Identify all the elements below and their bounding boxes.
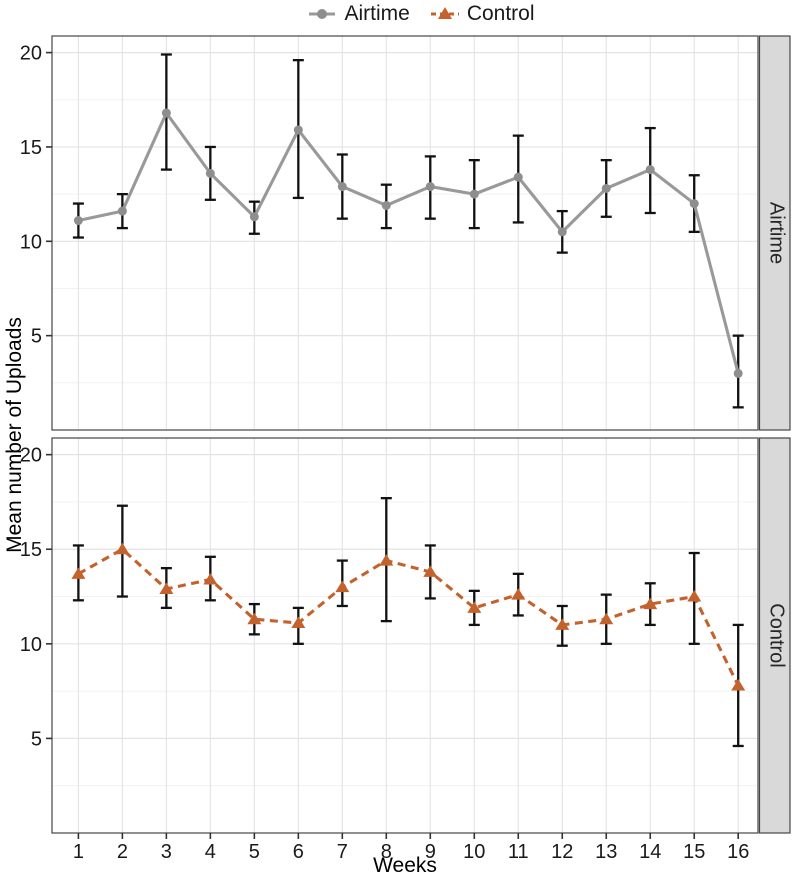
y-tick-label: 5 [31, 728, 42, 750]
data-point-circle [381, 200, 391, 210]
data-point-circle [337, 182, 347, 192]
data-point-circle [161, 108, 171, 118]
x-tick-label: 15 [683, 841, 705, 863]
facet-strip [758, 35, 791, 431]
x-tick-label: 4 [205, 841, 216, 863]
y-tick-label: 5 [31, 326, 42, 348]
x-tick-label: 9 [425, 841, 436, 863]
data-point-triangle [203, 573, 218, 585]
y-tick-label: 15 [20, 539, 42, 561]
series-line-airtime [78, 111, 740, 374]
data-point-triangle [379, 554, 394, 566]
panel-border [51, 437, 759, 834]
data-point-triangle [247, 612, 262, 625]
y-tick-label: 10 [20, 231, 42, 253]
data-point-circle [205, 168, 215, 178]
x-axis-title: Weeks [373, 854, 437, 877]
x-tick-label: 8 [381, 841, 392, 863]
data-point-circle [557, 227, 567, 237]
data-point-triangle [291, 616, 306, 629]
data-point-triangle [511, 588, 526, 600]
data-point-circle [469, 189, 479, 199]
chart-legend: Airtime Control [52, 0, 790, 28]
y-tick-label: 20 [20, 43, 42, 65]
panel-border [51, 35, 759, 431]
legend-item-airtime: Airtime [307, 2, 410, 26]
data-point-circle [601, 183, 611, 193]
data-point-circle [425, 182, 435, 192]
facet-strip [758, 437, 791, 834]
data-point-triangle [687, 590, 702, 602]
series-line-control [77, 547, 740, 687]
x-tick-label: 16 [727, 841, 749, 863]
facet-strip-label: Airtime [765, 202, 787, 264]
x-tick-label: 6 [293, 841, 304, 863]
control-dashed-triangle-marker-icon [430, 7, 459, 19]
data-point-circle [249, 212, 259, 222]
x-tick-label: 7 [337, 841, 348, 863]
x-tick-label: 13 [595, 841, 617, 863]
data-point-triangle [71, 567, 86, 579]
data-point-triangle [159, 582, 174, 594]
data-point-triangle [599, 612, 614, 625]
data-point-triangle [731, 678, 746, 691]
data-point-triangle [467, 601, 482, 613]
data-point-triangle [423, 565, 438, 577]
x-tick-label: 5 [249, 841, 260, 863]
data-point-circle [117, 206, 127, 216]
x-tick-label: 10 [463, 841, 485, 863]
facet-strip-label: Control [765, 603, 787, 667]
data-point-circle [689, 199, 699, 209]
y-tick-label: 10 [20, 634, 42, 656]
data-point-circle [733, 368, 743, 378]
x-tick-label: 3 [161, 841, 172, 863]
x-tick-label: 2 [117, 841, 128, 863]
data-point-triangle [555, 618, 570, 630]
data-point-triangle [115, 542, 130, 555]
legend-item-control: Control [430, 2, 535, 26]
x-tick-label: 12 [551, 841, 573, 863]
data-point-triangle [335, 580, 350, 593]
data-point-circle [293, 125, 303, 135]
data-point-circle [645, 165, 655, 175]
legend-label-airtime: Airtime [344, 2, 410, 25]
x-tick-label: 14 [639, 841, 661, 863]
x-tick-label: 11 [508, 841, 529, 863]
data-point-triangle [643, 597, 658, 610]
x-tick-label: 1 [73, 841, 84, 863]
data-point-circle [513, 172, 523, 182]
data-point-circle [73, 216, 83, 226]
legend-label-control: Control [466, 2, 535, 25]
airtime-line-circle-marker-icon [309, 9, 336, 19]
y-tick-label: 20 [20, 445, 42, 467]
y-tick-label: 15 [20, 137, 42, 159]
